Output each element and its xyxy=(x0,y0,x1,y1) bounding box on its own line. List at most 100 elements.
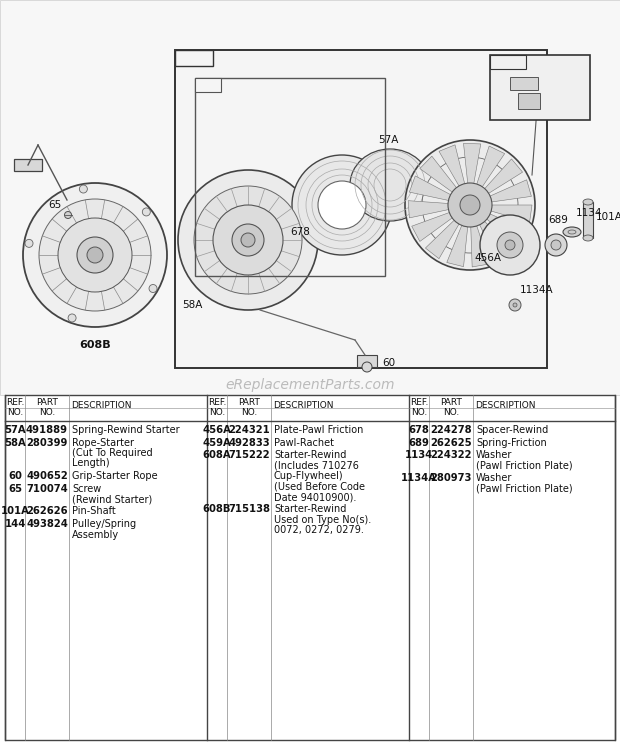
Polygon shape xyxy=(412,213,452,242)
Text: 1134: 1134 xyxy=(405,450,433,460)
Polygon shape xyxy=(477,146,505,187)
Circle shape xyxy=(241,233,255,247)
Text: Used on Type No(s).: Used on Type No(s). xyxy=(274,515,371,525)
Text: 224321: 224321 xyxy=(228,425,270,435)
Text: 459A: 459A xyxy=(203,437,231,447)
Circle shape xyxy=(551,240,561,250)
Text: 710074: 710074 xyxy=(26,484,68,493)
Text: (Cut To Required: (Cut To Required xyxy=(72,448,153,458)
Circle shape xyxy=(87,247,103,263)
Circle shape xyxy=(480,215,540,275)
Text: 65: 65 xyxy=(48,200,61,210)
Circle shape xyxy=(143,208,150,216)
Text: Plate-Pawl Friction: Plate-Pawl Friction xyxy=(274,425,363,435)
Circle shape xyxy=(405,140,535,270)
Circle shape xyxy=(77,237,113,273)
Polygon shape xyxy=(487,214,526,245)
Text: Grip-Starter Rope: Grip-Starter Rope xyxy=(72,471,157,481)
Circle shape xyxy=(64,211,71,219)
Text: DESCRIPTION: DESCRIPTION xyxy=(475,400,536,409)
Text: REF.: REF. xyxy=(410,398,428,407)
Circle shape xyxy=(23,183,167,327)
Circle shape xyxy=(39,199,151,311)
Text: NO.: NO. xyxy=(443,408,459,417)
Ellipse shape xyxy=(350,149,430,221)
Text: Assembly: Assembly xyxy=(72,530,119,539)
Polygon shape xyxy=(480,222,511,260)
Text: Spacer-Rewind: Spacer-Rewind xyxy=(476,425,548,435)
Bar xyxy=(14,159,42,171)
Text: eReplacementParts.com: eReplacementParts.com xyxy=(225,378,395,392)
Text: 280973: 280973 xyxy=(430,473,472,483)
Bar xyxy=(357,355,377,367)
Text: 459A: 459A xyxy=(493,57,523,67)
Bar xyxy=(195,78,385,276)
Text: DESCRIPTION: DESCRIPTION xyxy=(71,400,131,409)
Bar xyxy=(490,55,590,120)
Text: 1134: 1134 xyxy=(576,208,603,218)
Polygon shape xyxy=(420,156,456,192)
Circle shape xyxy=(362,362,372,372)
Bar xyxy=(175,50,213,66)
Text: 456A: 456A xyxy=(203,425,231,435)
Text: Spring-Rewind Starter: Spring-Rewind Starter xyxy=(72,425,180,435)
Text: PART: PART xyxy=(36,398,58,407)
Polygon shape xyxy=(490,180,531,202)
Text: NO.: NO. xyxy=(39,408,55,417)
Circle shape xyxy=(460,195,480,215)
Text: 101A: 101A xyxy=(596,212,620,222)
Text: Cup-Flywheel): Cup-Flywheel) xyxy=(274,471,343,481)
Text: PART: PART xyxy=(440,398,462,407)
Text: NO.: NO. xyxy=(241,408,257,417)
Polygon shape xyxy=(439,145,464,186)
Circle shape xyxy=(513,303,517,307)
Bar xyxy=(518,93,540,109)
Circle shape xyxy=(292,155,392,255)
Circle shape xyxy=(232,224,264,256)
Text: Length): Length) xyxy=(72,458,110,469)
Bar xyxy=(510,77,538,90)
Text: Spring-Friction: Spring-Friction xyxy=(476,437,547,447)
Text: Washer: Washer xyxy=(476,450,512,460)
Text: 456A: 456A xyxy=(474,253,501,263)
Text: 57A: 57A xyxy=(378,135,399,145)
Text: 608A: 608A xyxy=(203,450,231,460)
Text: 144: 144 xyxy=(4,519,25,529)
Text: Starter-Rewind: Starter-Rewind xyxy=(274,450,347,460)
Text: Pin-Shaft: Pin-Shaft xyxy=(72,507,116,516)
Bar xyxy=(195,78,221,92)
Circle shape xyxy=(194,186,302,294)
Text: (Pawl Friction Plate): (Pawl Friction Plate) xyxy=(476,461,573,470)
Bar xyxy=(0,0,620,395)
Circle shape xyxy=(497,232,523,258)
Text: REF.: REF. xyxy=(6,398,24,407)
Text: 60: 60 xyxy=(382,358,395,368)
Text: (Pawl Friction Plate): (Pawl Friction Plate) xyxy=(476,484,573,493)
Text: 678: 678 xyxy=(409,425,430,435)
Text: DESCRIPTION: DESCRIPTION xyxy=(273,400,334,409)
Text: 58A: 58A xyxy=(4,437,26,447)
Polygon shape xyxy=(425,220,459,259)
Bar xyxy=(5,395,615,740)
Text: NO.: NO. xyxy=(209,408,225,417)
Bar xyxy=(490,55,526,69)
Text: 490652: 490652 xyxy=(26,471,68,481)
Text: Starter-Rewind: Starter-Rewind xyxy=(274,504,347,515)
Text: 492833: 492833 xyxy=(228,437,270,447)
Text: 224278: 224278 xyxy=(430,425,472,435)
Text: 689: 689 xyxy=(409,437,430,447)
Text: Rope-Starter: Rope-Starter xyxy=(72,437,134,447)
Ellipse shape xyxy=(583,235,593,241)
Circle shape xyxy=(178,170,318,310)
Polygon shape xyxy=(409,176,451,200)
Text: NO.: NO. xyxy=(411,408,427,417)
Text: (Used Before Code: (Used Before Code xyxy=(274,481,365,492)
Text: 493824: 493824 xyxy=(26,519,68,529)
Polygon shape xyxy=(408,201,448,218)
Polygon shape xyxy=(491,205,532,222)
Text: 60: 60 xyxy=(8,471,22,481)
Text: 608B: 608B xyxy=(79,340,111,350)
Text: 678: 678 xyxy=(290,227,310,237)
Circle shape xyxy=(545,234,567,256)
Polygon shape xyxy=(447,225,467,266)
